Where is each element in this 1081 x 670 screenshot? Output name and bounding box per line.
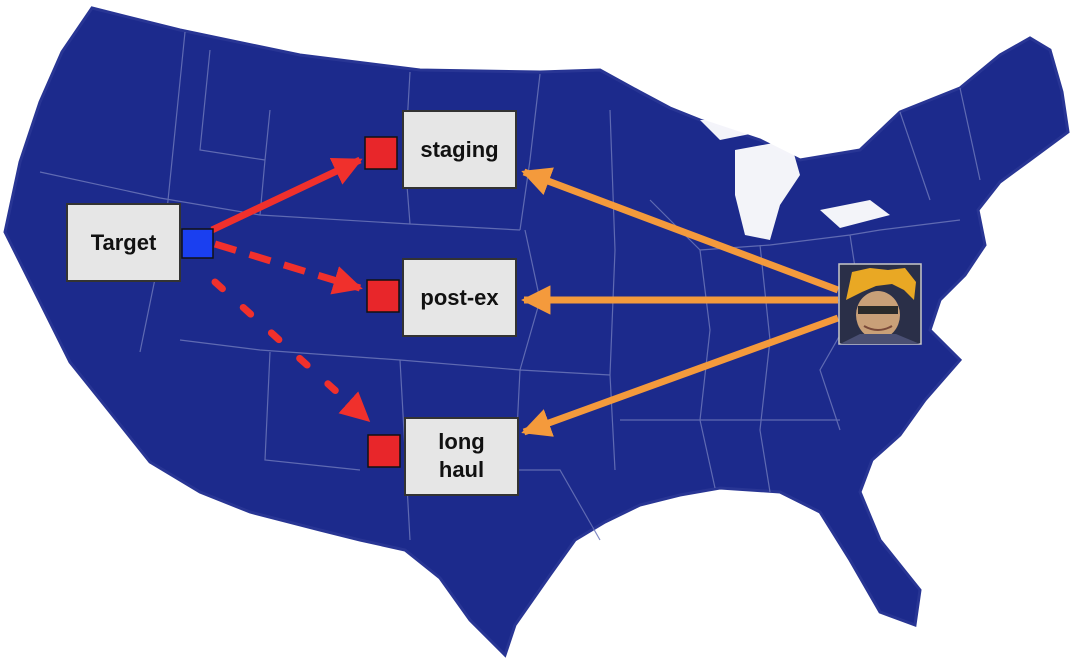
us-map-outline: [3, 6, 1070, 658]
target-label: Target: [91, 230, 157, 255]
operator-avatar-icon: [838, 263, 922, 345]
staging-node: staging: [364, 110, 517, 189]
staging-port: [364, 136, 398, 170]
long-haul-label-line1: long: [438, 429, 484, 454]
target-port: [181, 228, 214, 259]
post-ex-node: post-ex: [366, 258, 517, 337]
long-haul-label-line2: haul: [439, 457, 484, 482]
operator-edges: [521, 167, 840, 437]
post-ex-port: [366, 279, 400, 313]
edge-target-staging: [210, 156, 363, 234]
edge-target-post-ex: [213, 240, 363, 295]
post-ex-label: post-ex: [420, 285, 499, 310]
us-map: [3, 6, 1070, 658]
staging-label: staging: [420, 137, 498, 162]
long-haul-port: [367, 434, 401, 468]
great-lakes: [700, 118, 890, 240]
edge-operator-long-haul: [521, 314, 840, 437]
target-node: Target: [66, 203, 214, 282]
edge-operator-staging: [521, 167, 840, 294]
long-haul-node: long haul: [367, 417, 519, 496]
target-edges: [210, 156, 372, 424]
